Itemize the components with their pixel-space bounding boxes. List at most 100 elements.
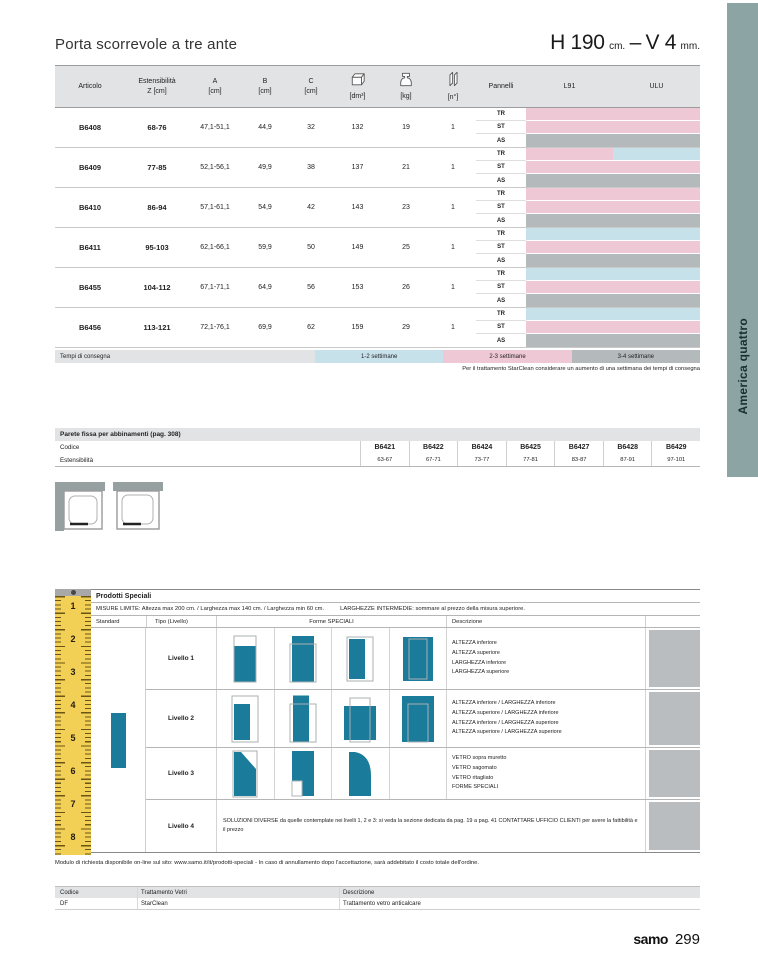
description-line: ALTEZZA superiore / LARGHEZZA superiore — [452, 729, 562, 736]
parete-column: B6427 83-87 — [554, 441, 603, 466]
order-form-note: Modulo di richiesta disponibile on-line … — [55, 860, 480, 866]
b-cell: 59,9 — [258, 244, 272, 251]
altezza-inferiore-shape — [233, 635, 257, 682]
panels-icon — [446, 71, 461, 92]
height-unit: cm. — [609, 41, 626, 52]
pannello-type-label: TR — [476, 228, 526, 241]
tape-measure-rivet — [70, 590, 76, 595]
livello-row: Livello 3 VETRO sopra muretto VETRO sagoma… — [146, 748, 700, 800]
parete-fissa-section: Parete fissa per abbinamenti (pag. 308) … — [55, 428, 700, 467]
pannello-type-label: TR — [476, 308, 526, 321]
page-footer: samo 299 — [55, 931, 700, 949]
product-table: Articolo Estensibilità Z [cm] A [cm] B [cm] C [c… — [55, 65, 700, 348]
shape-cell — [216, 690, 274, 747]
col-header-volume: [dm³] — [333, 66, 382, 107]
articolo-cell: B6411 — [79, 243, 101, 252]
col-header-line: C — [308, 78, 314, 86]
col-header-unit: Z [cm] — [147, 87, 167, 95]
price-cell — [645, 748, 700, 799]
parete-estensibilita: 97-101 — [667, 457, 686, 463]
pannello-type-label: AS — [496, 337, 506, 344]
ulu-availability-bar — [613, 174, 700, 187]
l91-availability-bar — [526, 214, 613, 227]
dm3-cell: 153 — [351, 284, 364, 291]
price-cell — [645, 628, 700, 689]
livello-row: Livello 2 ALTEZZA inferiore / LARGHEZZA i… — [146, 690, 700, 748]
b-cell: 54,9 — [258, 204, 272, 211]
ulu-availability-bar — [613, 268, 700, 281]
a-cell: 67,1-71,1 — [200, 284, 230, 291]
ulu-availability-bar — [613, 134, 700, 147]
shape-cell — [388, 628, 447, 689]
livello-description: ALTEZZA inferiore / LARGHEZZA inferiore A… — [446, 690, 645, 747]
parete-code: B6429 — [665, 444, 687, 451]
pannello-type-label: ST — [476, 241, 526, 254]
description-line: VETRO ritagliato — [452, 774, 494, 781]
col-header-line: Articolo — [78, 82, 102, 90]
l91-availability-bar — [526, 174, 613, 187]
delivery-times-legend: Tempi di consegna 1-2 settimane 2-3 setti… — [55, 350, 700, 363]
col-header-empty — [645, 616, 700, 627]
legend-gray: 3-4 settimane — [571, 350, 700, 363]
pannello-type-label: TR — [476, 188, 526, 201]
glass-treatment-table: Codice Trattamento Vetri Descrizione DF … — [55, 886, 700, 910]
ulu-availability-bar — [613, 281, 700, 294]
treatment-description: Trattamento vetro anticalcare — [339, 898, 700, 909]
altezza-sup-larghezza-inf-shape — [289, 695, 317, 742]
glass-treatment-header: Codice Trattamento Vetri Descrizione — [55, 886, 700, 898]
l91-availability-bar — [526, 201, 613, 214]
description-line: VETRO sagomato — [452, 764, 497, 771]
pannello-type-label: TR — [476, 148, 526, 161]
pannello-type-label: AS — [496, 257, 506, 264]
treatment-name: StarClean — [137, 898, 339, 909]
livello-label: Livello 4 — [167, 822, 194, 830]
a-cell: 62,1-66,1 — [200, 244, 230, 251]
pannelli-subrow: ST — [476, 281, 700, 294]
l91-availability-bar — [526, 321, 613, 334]
price-cell-fill — [649, 692, 700, 745]
pannelli-subrow: ST — [476, 201, 700, 214]
l91-availability-bar — [526, 188, 613, 201]
pannelli-subrow: TR — [476, 188, 700, 201]
pannello-type-label: AS — [496, 137, 506, 144]
shape-cell — [216, 748, 274, 799]
pannello-type-label: ST — [476, 281, 526, 294]
pannello-type-label: TR — [476, 108, 526, 121]
installation-diagrams — [55, 482, 163, 532]
size-separator: – — [629, 31, 642, 54]
c-cell: 62 — [307, 324, 315, 331]
shape-cell — [331, 690, 389, 747]
c-cell: 50 — [307, 244, 315, 251]
articolo-cell: B6456 — [78, 323, 102, 332]
ulu-availability-bar — [613, 108, 700, 121]
ulu-availability-bar — [613, 308, 700, 321]
livello-label: Livello 1 — [167, 655, 194, 662]
parete-code: B6424 — [471, 444, 493, 451]
ulu-availability-bar — [613, 201, 700, 214]
vetro-sagomato-shape — [232, 750, 258, 797]
ulu-availability-bar — [613, 321, 700, 334]
parete-column: B6428 87-91 — [602, 441, 652, 466]
col-header-b: B [cm] — [241, 66, 289, 107]
pannelli-group: TR ST AS — [476, 188, 700, 227]
articolo-cell: B6409 — [78, 163, 102, 172]
col-header-forme-speciali: Forme SPECIALI — [216, 616, 446, 627]
parete-fissa-row-labels: Codice Estensibilità — [55, 441, 360, 466]
page-number: 299 — [674, 931, 700, 948]
ruler-number: 2 — [70, 634, 76, 644]
l91-availability-bar — [526, 134, 613, 147]
shape-cell — [388, 690, 447, 747]
kg-cell: 26 — [402, 284, 410, 291]
pannelli-subrow: ST — [476, 241, 700, 254]
size-spec: H 190 cm. – V 4 mm. — [550, 31, 700, 55]
pannello-type-label: ST — [476, 161, 526, 174]
pannelli-subrow: AS — [476, 294, 700, 307]
pannelli-group: TR ST AS — [476, 228, 700, 267]
col-header-descrizione: Descrizione — [446, 616, 645, 627]
b-cell: 69,9 — [258, 324, 272, 331]
pannelli-subrow: AS — [476, 334, 700, 347]
table-row: B6408 68-76 47,1-51,1 44,9 32 132 19 1 TR ST AS — [55, 108, 700, 148]
l91-availability-bar — [526, 121, 613, 134]
estensibilita-cell: 68-76 — [147, 123, 167, 132]
tape-measure-graphic: 1 2 3 4 5 6 7 8 — [55, 589, 91, 855]
